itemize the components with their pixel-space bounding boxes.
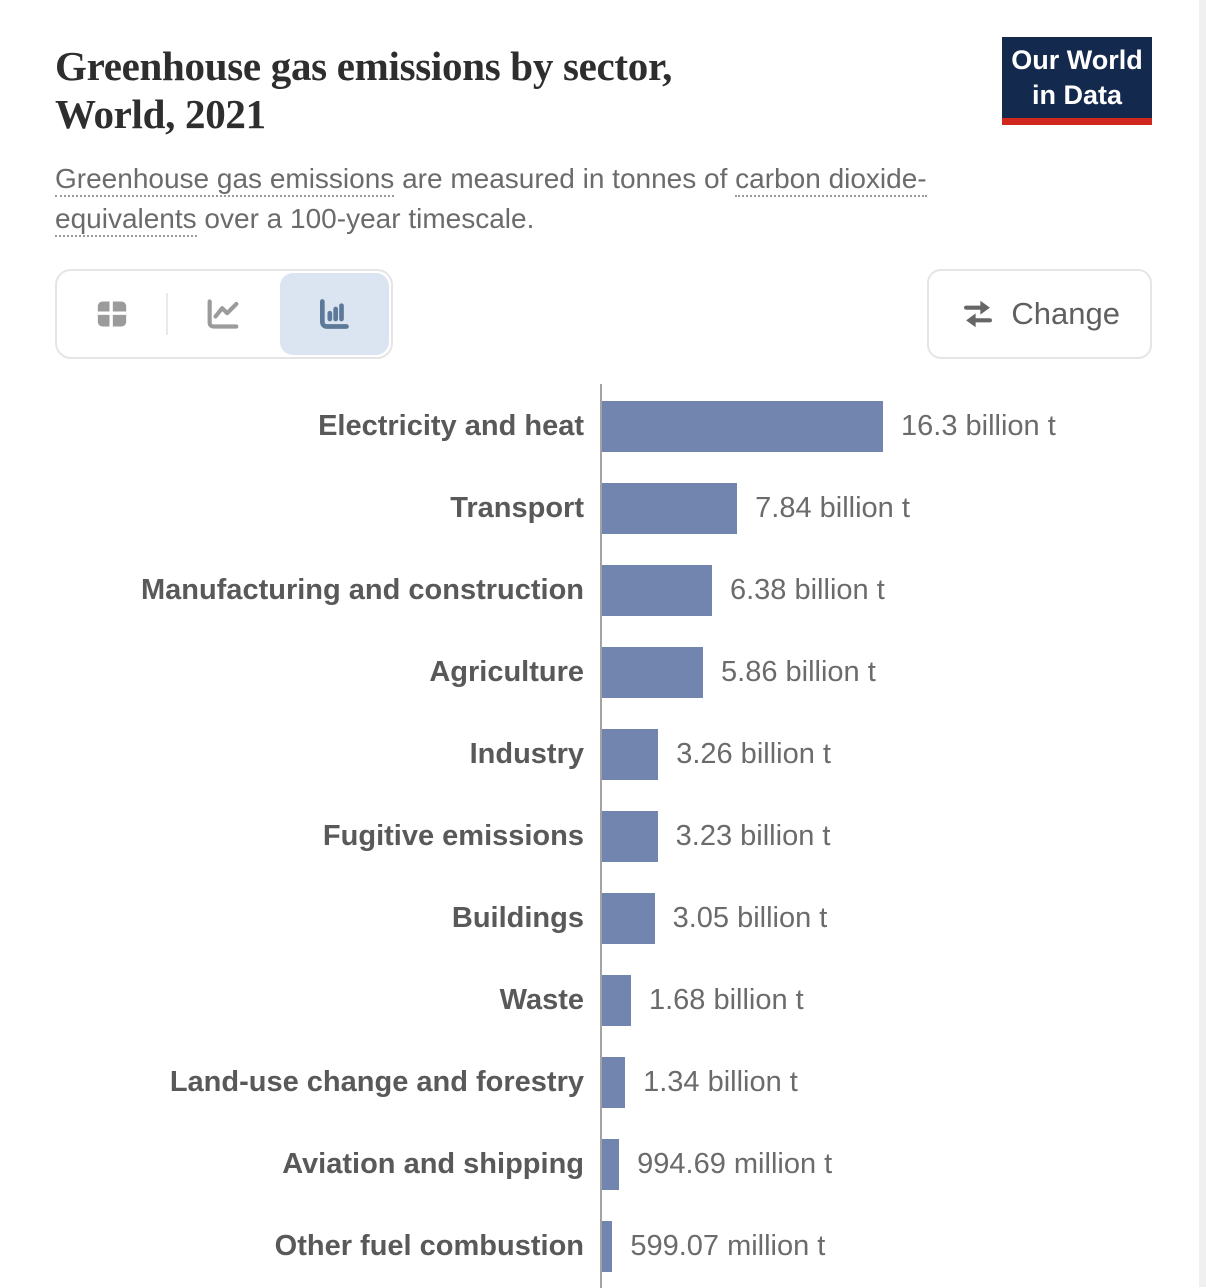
- chart-subtitle: Greenhouse gas emissions are measured in…: [55, 159, 1015, 239]
- owid-logo-line-2: in Data: [1031, 80, 1123, 111]
- chart-rows: Electricity and heat 16.3 billion t Tran…: [0, 386, 1206, 1288]
- bar-track: 16.3 billion t: [602, 386, 1206, 468]
- category-label[interactable]: Manufacturing and construction: [140, 574, 584, 607]
- category-label[interactable]: Other fuel combustion: [274, 1230, 584, 1263]
- category-label[interactable]: Industry: [469, 738, 584, 771]
- category-label[interactable]: Electricity and heat: [318, 410, 584, 443]
- category-label[interactable]: Agriculture: [429, 656, 584, 689]
- chart-row: Electricity and heat 16.3 billion t: [0, 386, 1206, 468]
- bar-track: 3.23 billion t: [602, 796, 1206, 878]
- value-label: 3.26 billion t: [676, 738, 831, 771]
- y-axis-line: [600, 383, 602, 1288]
- chart-row: Industry 3.26 billion t: [0, 714, 1206, 796]
- bar-track: 599.07 million t: [602, 1206, 1206, 1288]
- value-label: 1.34 billion t: [643, 1066, 798, 1099]
- bar[interactable]: [602, 1221, 613, 1273]
- chart-row: Buildings 3.05 billion t: [0, 878, 1206, 960]
- line-chart-icon: [203, 294, 243, 334]
- view-switcher-divider: [166, 292, 169, 335]
- page-title: Greenhouse gas emissions by sector, Worl…: [55, 42, 935, 139]
- bar[interactable]: [602, 811, 658, 863]
- bar-track: 6.38 billion t: [602, 550, 1206, 632]
- bar-track: 994.69 million t: [602, 1124, 1206, 1206]
- subtitle-term-ghg-emissions[interactable]: Greenhouse gas emissions: [55, 162, 395, 197]
- bar-track: 7.84 billion t: [602, 468, 1206, 550]
- bar[interactable]: [602, 401, 883, 453]
- chart-row: Aviation and shipping 994.69 million t: [0, 1124, 1206, 1206]
- bar-track: 3.05 billion t: [602, 878, 1206, 960]
- page-title-line-1: Greenhouse gas emissions by sector,: [55, 43, 673, 89]
- value-label: 994.69 million t: [637, 1148, 833, 1181]
- category-label[interactable]: Land-use change and forestry: [169, 1066, 584, 1099]
- bar[interactable]: [602, 975, 631, 1027]
- category-label[interactable]: Fugitive emissions: [322, 820, 584, 853]
- chart-row: Waste 1.68 billion t: [0, 960, 1206, 1042]
- category-label[interactable]: Aviation and shipping: [282, 1148, 584, 1181]
- view-switcher: [55, 268, 393, 359]
- subtitle-text-mid: are measured in tonnes of: [394, 162, 736, 194]
- swap-arrows-icon: [959, 295, 997, 333]
- value-label: 16.3 billion t: [901, 410, 1056, 443]
- bar[interactable]: [602, 483, 738, 535]
- value-label: 1.68 billion t: [648, 984, 804, 1017]
- owid-logo-line-1: Our World: [1011, 45, 1143, 75]
- bar[interactable]: [602, 1139, 620, 1191]
- bar-track: 1.34 billion t: [602, 1042, 1206, 1124]
- bar[interactable]: [602, 729, 659, 781]
- tab-line-chart-view[interactable]: [168, 271, 277, 357]
- table-icon: [92, 294, 132, 334]
- chart-row: Manufacturing and construction 6.38 bill…: [0, 550, 1206, 632]
- change-button[interactable]: Change: [927, 268, 1152, 359]
- value-label: 6.38 billion t: [729, 574, 885, 607]
- chart-row: Transport 7.84 billion t: [0, 468, 1206, 550]
- category-label[interactable]: Buildings: [451, 902, 584, 935]
- tab-table-view[interactable]: [57, 271, 166, 357]
- bar[interactable]: [602, 565, 712, 617]
- bar[interactable]: [602, 647, 704, 699]
- value-label: 3.05 billion t: [672, 902, 828, 935]
- owid-logo[interactable]: Our World in Data: [1002, 37, 1152, 126]
- chart-row: Fugitive emissions 3.23 billion t: [0, 796, 1206, 878]
- scrollbar-track[interactable]: [1199, 0, 1206, 1287]
- subtitle-term-co2-equivalents[interactable]: carbon dioxide-equivalents: [55, 162, 927, 237]
- chart-row: Agriculture 5.86 billion t: [0, 632, 1206, 714]
- change-button-label: Change: [1011, 295, 1120, 331]
- value-label: 5.86 billion t: [721, 656, 876, 689]
- category-label[interactable]: Waste: [499, 984, 584, 1017]
- value-label: 3.23 billion t: [675, 820, 831, 853]
- controls-row: Change: [0, 268, 1206, 359]
- bar-track: 5.86 billion t: [602, 632, 1206, 714]
- page-title-line-2: World, 2021: [55, 91, 266, 138]
- value-label: 7.84 billion t: [755, 492, 910, 525]
- subtitle-text-end: over a 100-year timescale.: [196, 202, 535, 234]
- bar[interactable]: [602, 1057, 626, 1109]
- bar-chart-icon: [314, 294, 354, 334]
- bar-track: 1.68 billion t: [602, 960, 1206, 1042]
- tab-bar-chart-view[interactable]: [279, 272, 389, 355]
- bar[interactable]: [602, 893, 655, 945]
- chart-row: Other fuel combustion 599.07 million t: [0, 1206, 1206, 1288]
- chart-row: Land-use change and forestry 1.34 billio…: [0, 1042, 1206, 1124]
- category-label[interactable]: Transport: [450, 492, 584, 525]
- bar-track: 3.26 billion t: [602, 714, 1206, 796]
- value-label: 599.07 million t: [630, 1230, 826, 1263]
- chart-header: Greenhouse gas emissions by sector, Worl…: [0, 0, 1206, 239]
- bar-chart: Electricity and heat 16.3 billion t Tran…: [0, 383, 1206, 1288]
